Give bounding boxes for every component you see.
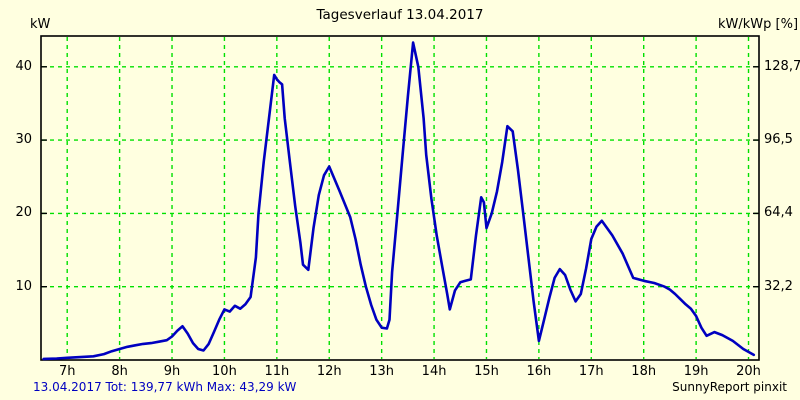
x-axis-tick-label: 14h xyxy=(421,364,447,379)
plot-frame xyxy=(40,35,760,361)
chart-title: Tagesverlauf 13.04.2017 xyxy=(316,7,484,23)
x-axis-tick-label: 11h xyxy=(264,364,290,379)
x-axis-tick-label: 15h xyxy=(474,364,499,379)
y-axis-left-tick-label: 40 xyxy=(15,58,32,74)
x-axis-tick-label: 17h xyxy=(578,364,604,379)
x-axis-tick-label: 10h xyxy=(212,364,237,379)
x-axis-tick-label: 18h xyxy=(631,364,657,379)
y-axis-right-tick-label: 128,7 xyxy=(764,58,800,74)
y-axis-right-tick-label: 96,5 xyxy=(764,131,793,147)
x-axis-tick-label: 13h xyxy=(369,364,395,379)
x-axis-tick-label: 7h xyxy=(58,364,76,379)
vertical-gridlines xyxy=(66,37,750,359)
y-axis-unit-left-label: kW xyxy=(30,17,51,32)
axis-tick-marks xyxy=(41,66,759,288)
x-axis-tick-label: 19h xyxy=(683,364,709,379)
x-axis-tick-label: 20h xyxy=(736,364,761,379)
x-axis-tick-label: 8h xyxy=(111,364,128,379)
footer-brand-label: SunnyReport pinxit xyxy=(672,380,787,394)
y-axis-right-tick-label: 64,4 xyxy=(764,205,793,221)
x-axis-tick-label: 16h xyxy=(526,364,552,379)
y-axis-unit-right-label: kW/kWp [%] xyxy=(718,17,799,32)
y-axis-left-tick-label: 20 xyxy=(15,205,32,221)
x-axis-tick-label: 12h xyxy=(316,364,342,379)
y-axis-left-tick-label: 30 xyxy=(15,132,32,148)
y-axis-left-tick-label: 10 xyxy=(15,278,32,294)
power-series-line xyxy=(42,41,756,361)
x-axis-tick-label: 9h xyxy=(163,364,181,379)
y-axis-right-tick-label: 32,2 xyxy=(764,278,793,294)
footer-statistics: 13.04.2017 Tot: 139,77 kWh Max: 43,29 kW xyxy=(33,380,297,394)
